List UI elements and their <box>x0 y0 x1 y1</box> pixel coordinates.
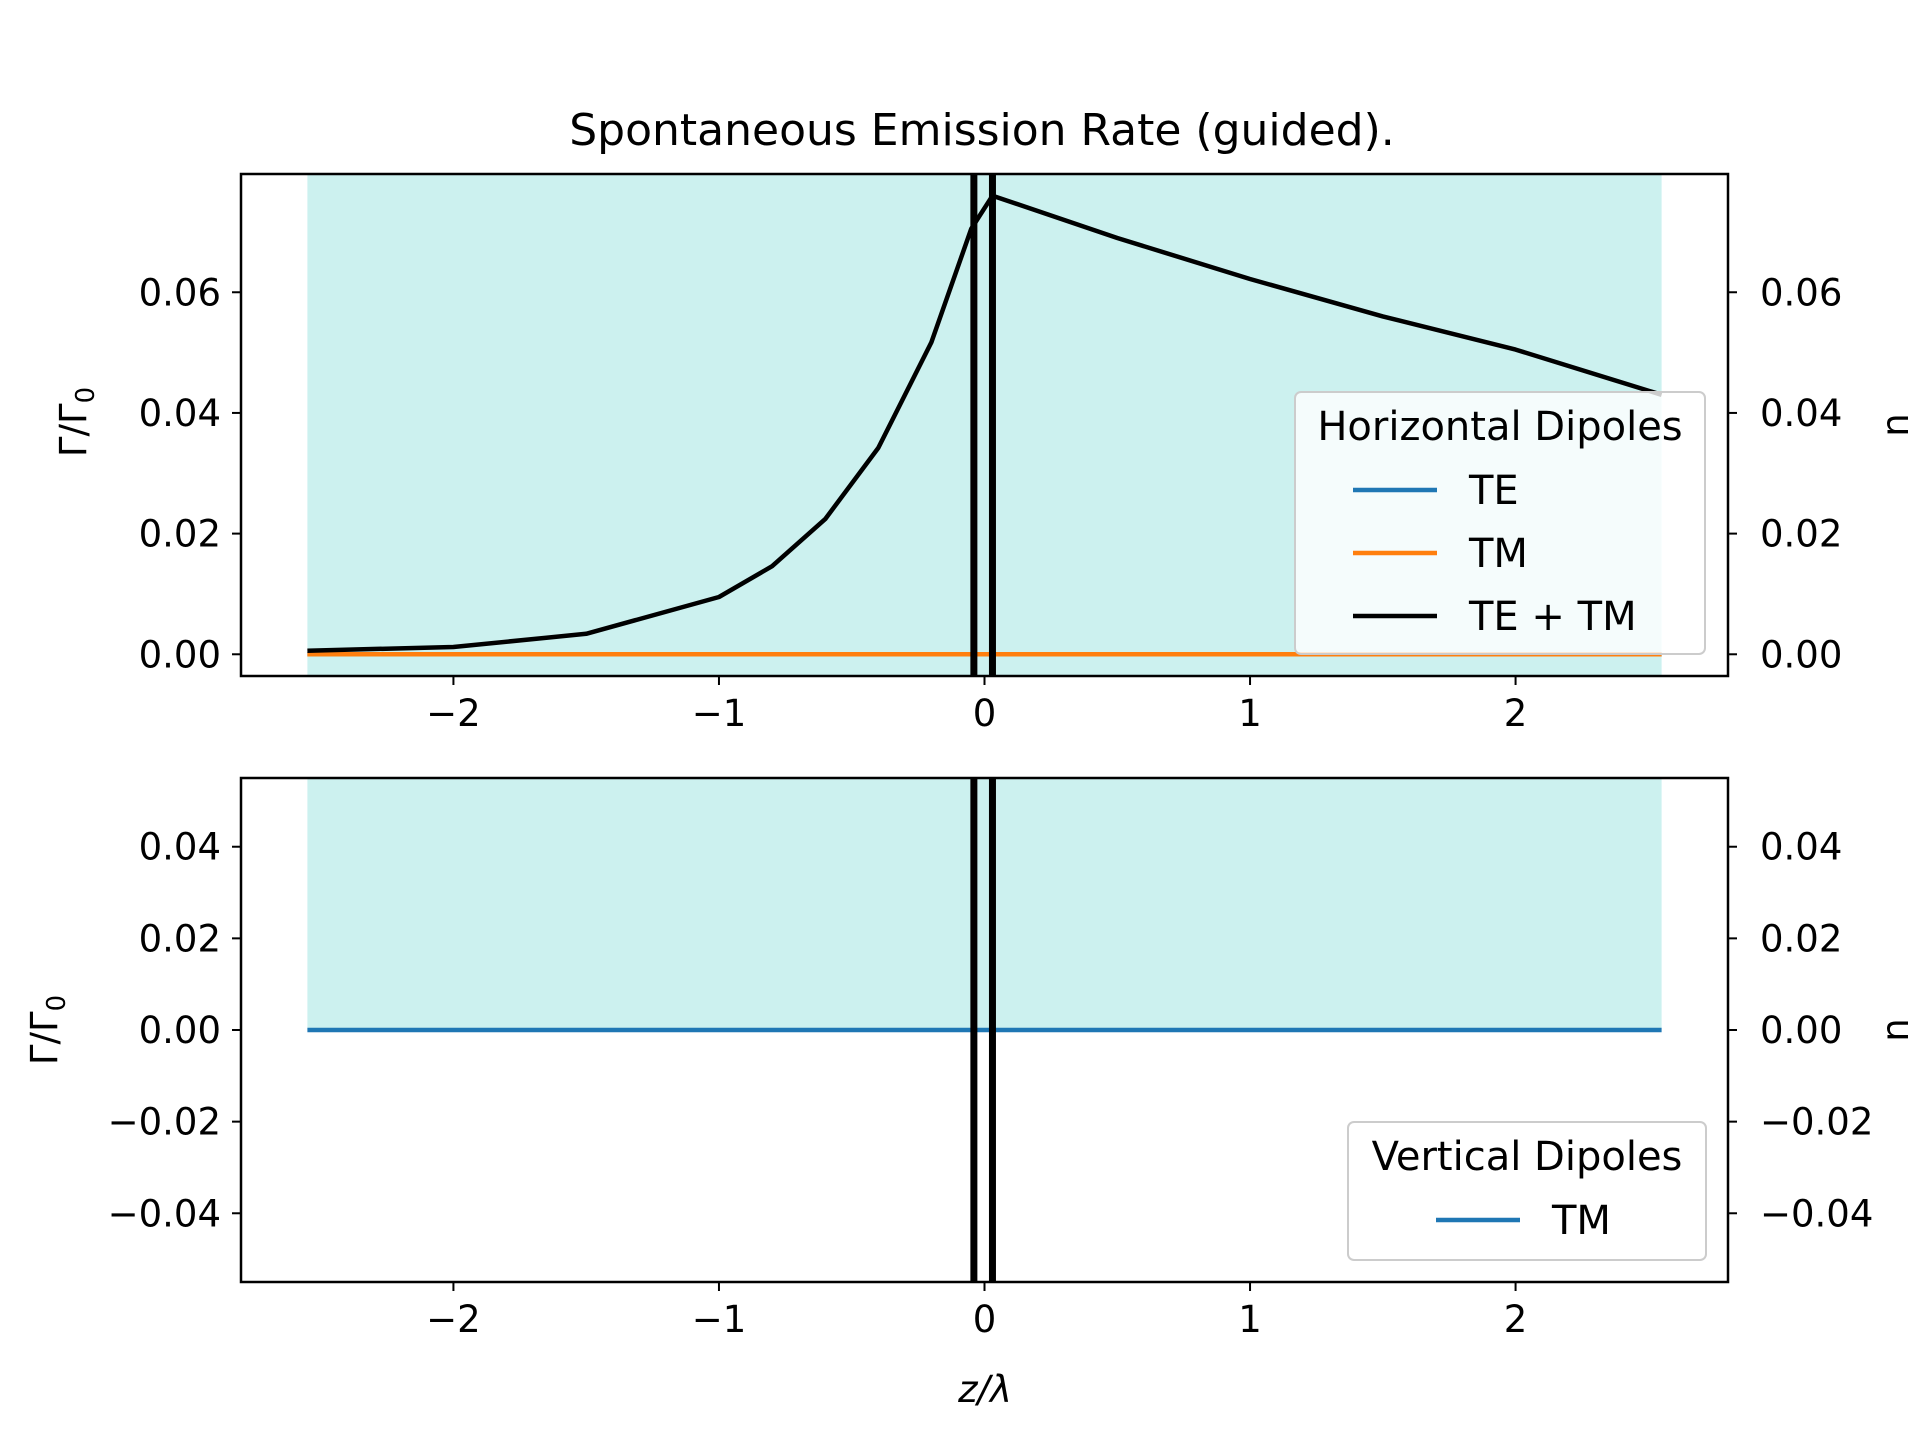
y-tick-label-right: 0.00 <box>1760 633 1842 676</box>
y-axis-label-right: n <box>1874 413 1917 436</box>
y-tick-label: −0.04 <box>108 1192 221 1235</box>
y-axis-label: Γ/Γ0 <box>52 387 101 457</box>
y-tick-label-right: 0.06 <box>1760 271 1842 314</box>
bottom-panel: −2 −1 0 1 2 −0.04 −0.04 −0.02 −0.02 0.00 0.00 0.02 0… <box>23 776 1917 1341</box>
legend-box <box>1294 391 1706 655</box>
chart-title: Spontaneous Emission Rate (guided). <box>569 105 1394 156</box>
top-panel: −2 −1 0 1 2 0.00 0.00 0.02 0.02 0.04 0.04 0.06 0.06 Γ… <box>52 172 1917 735</box>
y-tick-label: −0.02 <box>108 1101 221 1144</box>
x-axis-label: z/λ <box>957 1368 1012 1411</box>
y-tick-label: 0.00 <box>139 633 221 676</box>
x-tick-label: −2 <box>426 692 481 735</box>
x-tick-label: 0 <box>973 1298 997 1341</box>
y-axis-label: Γ/Γ0 <box>23 995 72 1065</box>
x-tick-label: −2 <box>426 1298 481 1341</box>
legend-title: Horizontal Dipoles <box>1317 404 1682 450</box>
y-tick-label: 0.00 <box>139 1009 221 1052</box>
y-tick-label-right: 0.00 <box>1760 1009 1842 1052</box>
y-tick-label-right: 0.04 <box>1760 826 1842 869</box>
x-tick-label: 0 <box>973 692 997 735</box>
shaded-region <box>307 778 1662 1030</box>
legend-box <box>1347 1121 1707 1261</box>
x-tick-label: 1 <box>1238 692 1262 735</box>
legend-entry-label: TE + TM <box>1468 594 1637 640</box>
y-tick-label: 0.02 <box>139 917 221 960</box>
y-tick-label-right: 0.02 <box>1760 917 1842 960</box>
y-tick-label-right: 0.04 <box>1760 392 1842 435</box>
y-tick-label-right: −0.02 <box>1760 1101 1873 1144</box>
x-tick-label: 1 <box>1238 1298 1262 1341</box>
y-tick-label: 0.02 <box>139 513 221 556</box>
x-tick-label: −1 <box>692 1298 747 1341</box>
legend-entry-label: TM <box>1551 1198 1611 1244</box>
y-tick-label: 0.06 <box>139 271 221 314</box>
legend-title: Vertical Dipoles <box>1372 1134 1683 1180</box>
legend-entry-label: TE <box>1468 468 1519 514</box>
series-line-te-tm <box>307 193 1663 653</box>
x-tick-label: −1 <box>692 692 747 735</box>
y-tick-label: 0.04 <box>139 826 221 869</box>
legend-entry-label: TM <box>1468 531 1528 577</box>
y-axis-label-right: n <box>1874 1018 1917 1041</box>
y-tick-label: 0.04 <box>139 392 221 435</box>
y-tick-label-right: 0.02 <box>1760 513 1842 556</box>
y-tick-label-right: −0.04 <box>1760 1192 1873 1235</box>
x-tick-label: 2 <box>1504 1298 1528 1341</box>
x-tick-label: 2 <box>1504 692 1528 735</box>
